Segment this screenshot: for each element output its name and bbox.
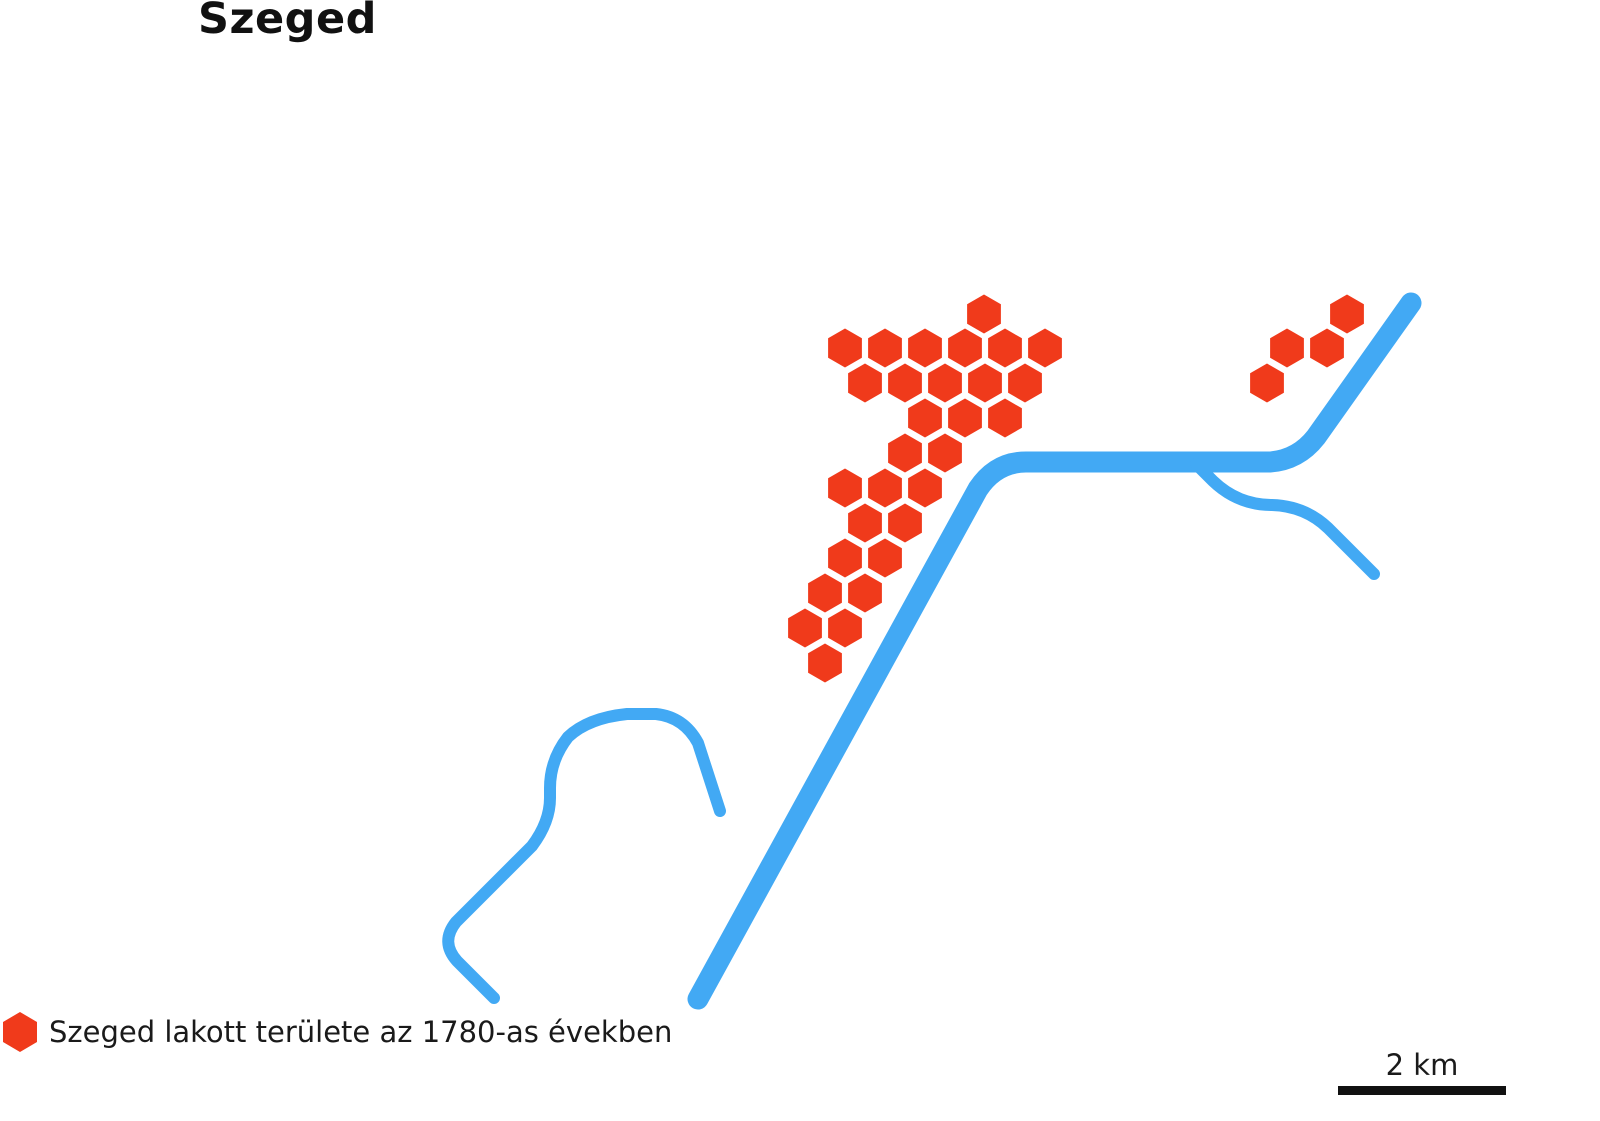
settlement-hexagon [968, 363, 1002, 403]
rivers [442, 292, 1422, 1010]
hexagon-icon [3, 1012, 37, 1052]
settlement-hexagon [908, 398, 942, 438]
settlement-hexagon [808, 643, 842, 683]
settlement-hexagon [828, 328, 862, 368]
settlement-hexagon [1028, 328, 1062, 368]
settlement-hexagon [988, 328, 1022, 368]
settlement-hexagon [988, 398, 1022, 438]
legend: Szeged lakott területe az 1780-as évekbe… [0, 1010, 672, 1054]
settlement-hexagon [848, 503, 882, 543]
legend-label: Szeged lakott területe az 1780-as évekbe… [49, 1015, 673, 1049]
settlement-hexagon [868, 468, 902, 508]
settlement-hexagon [788, 608, 822, 648]
settlement-hexagon [908, 328, 942, 368]
settlement-hexagon [828, 538, 862, 578]
settlement-area [788, 294, 1364, 683]
settlement-hexagon [888, 503, 922, 543]
settlement-hexagon [967, 294, 1001, 334]
settlement-hexagon [1270, 328, 1304, 368]
settlement-hexagon [948, 398, 982, 438]
scale-label: 2 km [1385, 1048, 1459, 1082]
settlement-hexagon [928, 433, 962, 473]
settlement-hexagon [808, 573, 842, 613]
settlement-hexagon [828, 608, 862, 648]
map-title: Szeged [198, 0, 377, 44]
settlement-hexagon [1250, 363, 1284, 403]
settlement-hexagon [888, 433, 922, 473]
tisza-river [687, 292, 1422, 1010]
settlement-hexagon [908, 468, 942, 508]
settlement-hexagon [1330, 294, 1364, 334]
maros-river [1190, 458, 1380, 580]
settlement-hexagon [928, 363, 962, 403]
scale-bar: 2 km [1338, 1048, 1506, 1098]
settlement-hexagon [848, 573, 882, 613]
settlement-hexagon [828, 468, 862, 508]
settlement-hexagon [848, 363, 882, 403]
oxbow-river [442, 708, 726, 1004]
settlement-hexagon [1310, 328, 1344, 368]
settlement-hexagon [1008, 363, 1042, 403]
settlement-hexagon [868, 328, 902, 368]
settlement-hexagon [868, 538, 902, 578]
scale-line [1338, 1086, 1506, 1095]
settlement-hexagon [888, 363, 922, 403]
settlement-hexagon [948, 328, 982, 368]
